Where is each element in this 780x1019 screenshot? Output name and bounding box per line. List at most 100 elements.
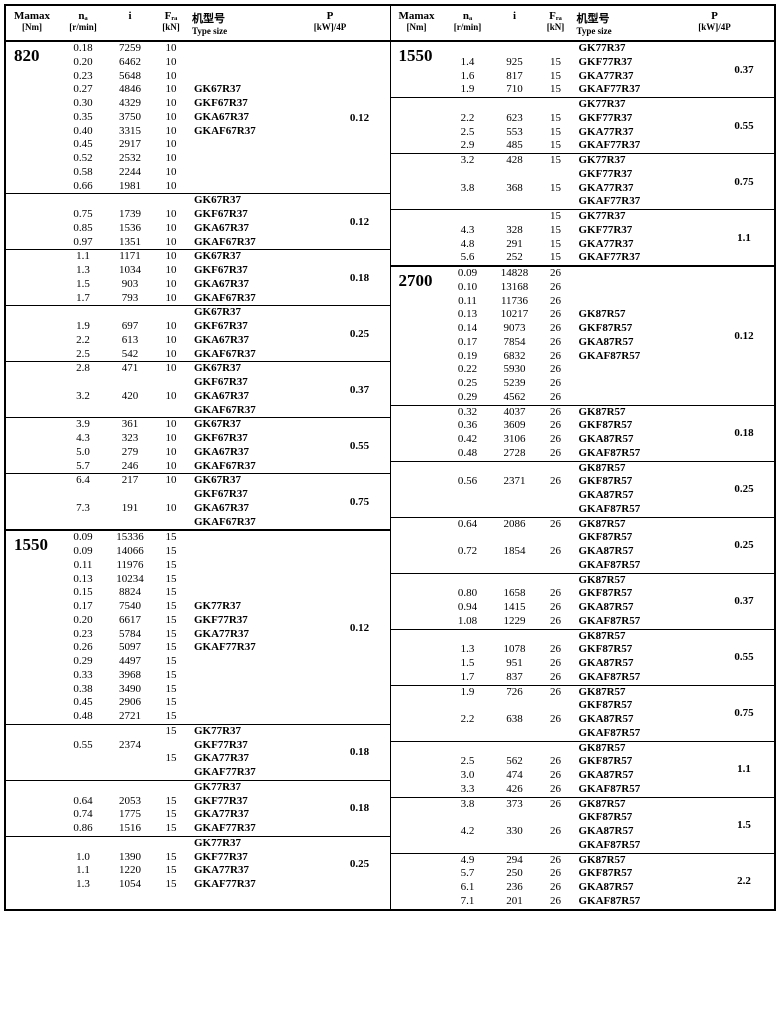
cell-na: 2.5	[443, 126, 493, 140]
cell-fra: 26	[537, 518, 575, 532]
cell-na: 0.85	[58, 222, 108, 236]
cell-na: 0.09	[58, 545, 108, 559]
group-rows: 15 GK77R37 4.3 328 15 GKF77R37 4.8 291 1…	[443, 210, 715, 265]
spec-table-page: Mamax[Nm] nₐ[r/min] i Fᵣₐ[kN] 机型号Type si…	[4, 4, 776, 911]
cell-fra: 15	[537, 139, 575, 153]
cell-na: 0.94	[443, 601, 493, 615]
data-group: GK87R57 0.80 1658 26 GKF87R57 0.94 1415 …	[391, 573, 775, 629]
data-row: GK87R57	[443, 462, 715, 476]
cell-i: 10234	[108, 573, 152, 587]
cell-na: 0.45	[58, 696, 108, 710]
cell-na: 0.32	[443, 406, 493, 420]
cell-type-size: GKAF67R37	[190, 516, 300, 530]
cell-fra: 15	[537, 112, 575, 126]
cell-i	[108, 376, 152, 390]
data-row: GKAF77R37	[443, 195, 715, 209]
cell-i: 542	[108, 348, 152, 362]
cell-na: 4.3	[58, 432, 108, 446]
group-rows: GK77R37 1.0 1390 15 GKF77R37 1.1 1220 15…	[58, 837, 330, 892]
cell-fra: 26	[537, 377, 575, 391]
cell-na	[443, 168, 493, 182]
cell-i: 710	[493, 83, 537, 97]
cell-fra: 26	[537, 295, 575, 309]
data-row: GK87R57	[443, 742, 715, 756]
cell-type-size: GKA77R37	[190, 808, 300, 822]
cell-type-size: GK77R37	[190, 600, 300, 614]
cell-na: 1.6	[443, 70, 493, 84]
data-row: 0.52 2532 10	[58, 152, 330, 166]
data-row: 15 GK77R37	[443, 210, 715, 224]
cell-fra: 26	[537, 447, 575, 461]
hdr-p: P[kW]/4P	[300, 6, 360, 40]
hdr-na: nₐ[r/min]	[443, 6, 493, 40]
cell-i: 5784	[108, 628, 152, 642]
cell-i: 6832	[493, 350, 537, 364]
cell-i: 5648	[108, 70, 152, 84]
data-row: 0.80 1658 26 GKF87R57	[443, 587, 715, 601]
cell-fra: 10	[152, 125, 190, 139]
cell-i: 1229	[493, 615, 537, 629]
cell-na: 1.1	[58, 864, 108, 878]
data-row: 0.55 2374 GKF77R37	[58, 739, 330, 753]
cell-type-size: GKF87R57	[575, 419, 685, 433]
cell-na: 0.75	[58, 208, 108, 222]
data-row: 1.5 903 10 GKA67R37	[58, 278, 330, 292]
cell-type-size: GKAF77R37	[575, 83, 685, 97]
cell-i	[493, 699, 537, 713]
cell-type-size: GKA77R37	[190, 628, 300, 642]
data-group: 6.4 217 10 GK67R37 GKF67R37 7.3 191 10 G…	[6, 473, 390, 529]
cell-type-size	[190, 42, 300, 56]
data-group: GK67R37 1.9 697 10 GKF67R37 2.2 613 10 G…	[6, 305, 390, 361]
cell-na: 3.3	[443, 783, 493, 797]
cell-i: 3315	[108, 125, 152, 139]
cell-i: 2371	[493, 475, 537, 489]
cell-fra	[537, 98, 575, 112]
cell-fra: 26	[537, 545, 575, 559]
cell-na	[443, 195, 493, 209]
cell-power: 0.75	[330, 474, 390, 529]
data-row: 1.3 1078 26 GKF87R57	[443, 643, 715, 657]
cell-power: 0.12	[330, 42, 390, 193]
cell-power: 0.37	[330, 362, 390, 417]
cell-i	[108, 766, 152, 780]
cell-fra: 10	[152, 83, 190, 97]
data-row: 3.8 373 26 GK87R57	[443, 798, 715, 812]
hdr-fra: Fᵣₐ[kN]	[537, 6, 575, 40]
hdr-type: 机型号Type size	[575, 6, 685, 40]
cell-fra: 15	[537, 224, 575, 238]
data-group: 0.64 2086 26 GK87R57 GKF87R57 0.72 1854 …	[391, 517, 775, 573]
cell-na: 0.36	[443, 419, 493, 433]
group-rows: GK77R37 0.64 2053 15 GKF77R37 0.74 1775 …	[58, 781, 330, 836]
data-row: 0.42 3106 26 GKA87R57	[443, 433, 715, 447]
cell-fra: 10	[152, 180, 190, 194]
cell-i: 1034	[108, 264, 152, 278]
cell-i: 1171	[108, 250, 152, 264]
cell-i: 5930	[493, 363, 537, 377]
cell-power: 0.12	[330, 531, 390, 724]
data-group: 1.9 726 26 GK87R57 GKF87R57 2.2 638 26 G…	[391, 685, 775, 741]
cell-na: 1.4	[443, 56, 493, 70]
cell-i: 14828	[493, 267, 537, 281]
cell-fra: 26	[537, 895, 575, 909]
cell-na: 1.5	[443, 657, 493, 671]
cell-fra	[537, 630, 575, 644]
cell-fra	[537, 727, 575, 741]
cell-type-size: GK77R37	[190, 837, 300, 851]
cell-type-size: GKF87R57	[575, 475, 685, 489]
cell-type-size: GKF67R37	[190, 488, 300, 502]
cell-na: 2.5	[58, 348, 108, 362]
group-rows: GK77R37 2.2 623 15 GKF77R37 2.5 553 15 G…	[443, 98, 715, 153]
data-row: 1.9 697 10 GKF67R37	[58, 320, 330, 334]
cell-i: 1054	[108, 878, 152, 892]
cell-i: 1351	[108, 236, 152, 250]
data-row: GKAF87R57	[443, 559, 715, 573]
group-rows: 15 GK77R37 0.55 2374 GKF77R37 15 GKA77R3…	[58, 725, 330, 780]
cell-type-size: GKF77R37	[190, 614, 300, 628]
cell-power: 0.55	[714, 98, 774, 153]
mamax-value: 2700	[391, 267, 443, 405]
cell-i: 1536	[108, 222, 152, 236]
cell-fra: 26	[537, 363, 575, 377]
cell-type-size: GKA67R37	[190, 334, 300, 348]
data-group: 3.8 373 26 GK87R57 GKF87R57 4.2 330 26 G…	[391, 797, 775, 853]
cell-i: 328	[493, 224, 537, 238]
